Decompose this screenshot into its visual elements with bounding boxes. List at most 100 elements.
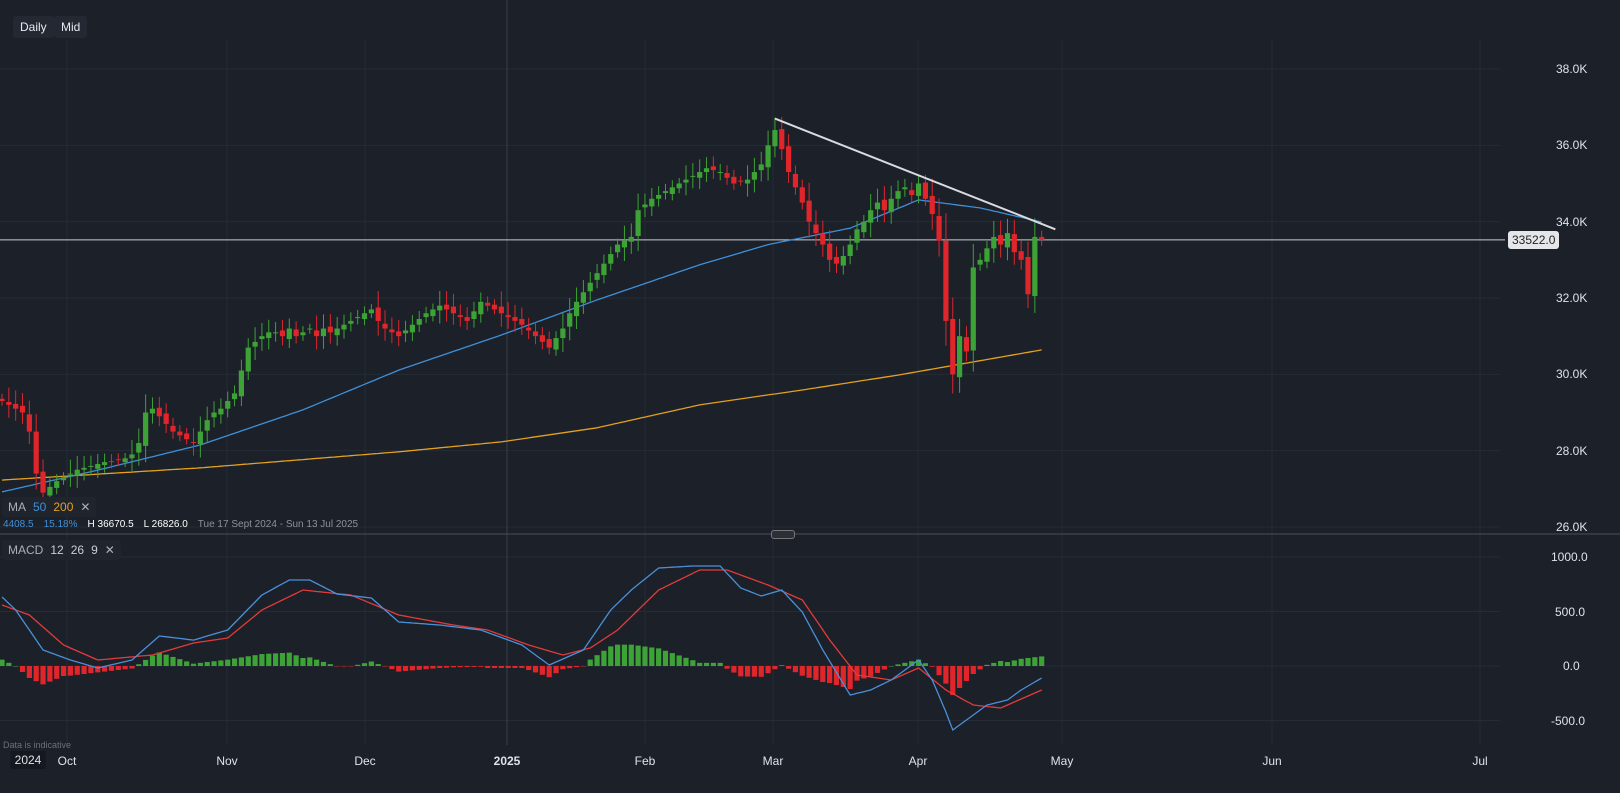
candle-body [327,326,333,333]
candle [143,394,149,463]
close-icon[interactable]: ✕ [80,500,91,514]
candle-body [396,331,402,337]
candle-body [998,235,1004,245]
candle-body [874,202,881,210]
histogram-bar [676,655,682,666]
candle [669,180,675,201]
histogram-bar [368,661,374,666]
x-tick-label: Oct [57,754,77,768]
candle-body [382,323,388,329]
macd-line [1,565,1043,732]
candle-body [444,304,450,310]
histogram-bar [546,666,552,678]
low-value: L 26826.0 [143,519,188,530]
candle [457,304,463,327]
ma-legend[interactable]: MA 50 200 ✕ [2,497,97,517]
price-type-button[interactable]: Mid [54,16,88,38]
histogram-bar [485,666,491,668]
candle [266,319,272,350]
candle-body [170,425,176,432]
x-tick-label: May [1050,754,1074,768]
histogram-bar [464,666,470,668]
histogram-bar [820,666,826,683]
candle [806,182,812,238]
candle-body [690,175,696,177]
histogram-bar [936,666,942,676]
candle-body [430,309,436,317]
current-price-tag: 33522.0 [1508,231,1560,249]
histogram-bar [286,652,292,666]
candle [471,301,477,328]
histogram-bar [929,666,935,667]
interval-button[interactable]: Daily [13,16,54,38]
candle-body [765,145,771,168]
candle [560,312,566,353]
candle-body [211,412,217,418]
candle-body [320,328,327,337]
change-pct: 15.18% [43,519,78,530]
candle-body [300,332,306,336]
candle-body [1004,233,1011,248]
macd-y-tick-label: 0.0 [1563,659,1580,673]
candle [710,156,716,180]
histogram-bar [423,666,429,670]
histogram-bar [259,654,265,666]
candle [635,193,641,251]
candle [293,321,299,344]
histogram-bar [238,657,244,666]
candle-body [402,330,409,334]
macd-legend[interactable]: MACD 12 26 9 ✕ [2,540,121,560]
x-tick-label: Feb [634,754,656,768]
candle [389,317,395,344]
candle [820,220,826,257]
histogram-bar [697,662,703,666]
candle-body [1039,236,1045,240]
histogram-bar [129,666,135,669]
histogram-bar [389,666,395,670]
histogram-bar [115,666,121,671]
ma200-line [1,349,1042,481]
histogram-bar [348,666,354,667]
candle-body [943,240,949,321]
candle-body [615,244,621,253]
histogram-bar [108,666,115,671]
histogram-bar [532,666,539,673]
candle-body [717,172,723,174]
pane-resize-handle[interactable] [771,530,795,539]
candle-body [505,315,511,318]
candle [334,316,340,346]
histogram-bar [854,666,860,681]
histogram-bar [67,666,73,676]
histogram-bar [669,653,675,666]
candle-body [526,327,532,331]
histogram-bar [252,655,258,666]
candle [909,182,915,202]
candle-body [361,313,368,319]
y-tick-label: 30.0K [1556,367,1588,382]
candle [991,220,997,263]
candle [464,307,470,330]
histogram-bar [710,662,716,666]
candle [307,323,313,334]
candle-body [950,318,956,375]
histogram-bar [33,666,39,682]
candle-body [840,256,846,266]
candle-body [512,317,518,321]
candle [676,177,682,194]
macd-y-tick-label: -500.0 [1551,713,1586,728]
histogram-bar [690,660,696,666]
histogram-bar [184,661,190,666]
close-icon[interactable]: ✕ [104,543,115,557]
histogram-bar [163,654,169,666]
candle [662,183,669,200]
x-tick-label: 2025 [493,754,521,768]
candle [259,322,265,351]
histogram-bar [26,666,32,678]
candle [970,243,976,372]
histogram-bar [909,661,915,666]
candle-body [225,401,231,409]
histogram-bar [402,666,409,671]
candle-body [697,172,703,178]
candle-body [245,347,251,372]
